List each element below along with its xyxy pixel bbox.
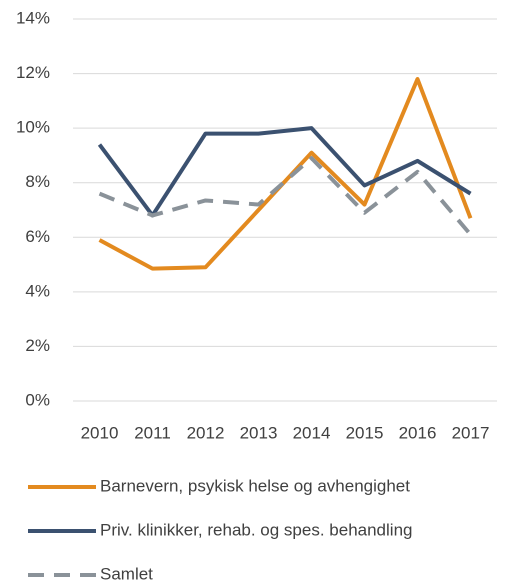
x-tick-label: 2011 [134,423,171,442]
y-tick-label: 4% [25,281,50,300]
x-tick-label: 2016 [399,423,437,442]
x-tick-label: 2012 [187,423,225,442]
x-tick-label: 2017 [452,423,490,442]
series-line [98,156,473,236]
series-line [98,77,473,271]
y-tick-label: 6% [25,227,50,246]
x-tick-label: 2010 [81,423,119,442]
x-tick-label: 2015 [346,423,384,442]
y-tick-label: 12% [16,63,50,82]
x-tick-label: 2014 [293,423,331,442]
legend-label: Priv. klinikker, rehab. og spes. behandl… [100,520,412,539]
series-line [97,126,472,218]
y-tick-label: 0% [25,390,50,409]
y-tick-label: 10% [16,118,50,137]
y-tick-label: 8% [25,172,50,191]
y-tick-label: 14% [16,8,50,27]
legend-label: Barnevern, psykisk helse og avhengighet [100,476,410,495]
legend-label: Samlet [100,564,153,582]
y-tick-label: 2% [25,336,50,355]
x-tick-label: 2013 [240,423,278,442]
